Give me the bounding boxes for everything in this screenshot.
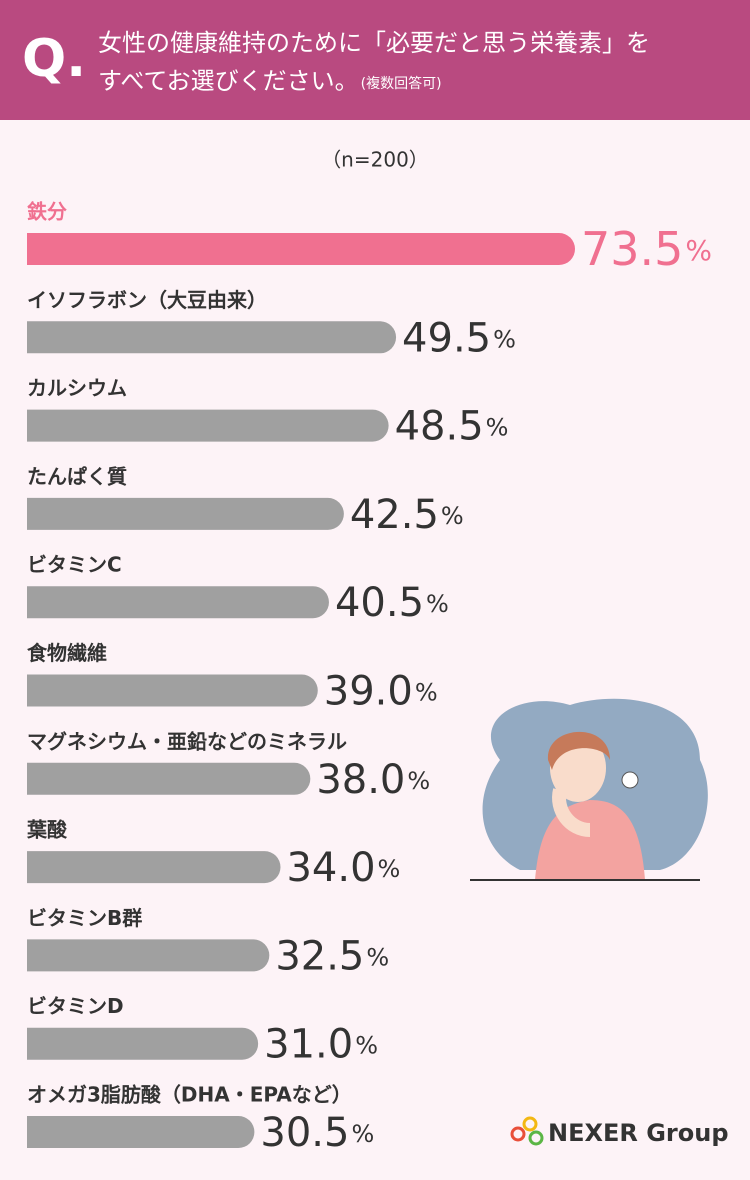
category-label: 食物繊維 bbox=[27, 641, 107, 665]
logo-circle bbox=[528, 1130, 544, 1146]
value-label: 34.0% bbox=[286, 845, 400, 891]
category-label: ビタミンD bbox=[27, 994, 124, 1018]
category-label: カルシウム bbox=[27, 376, 127, 400]
bar bbox=[27, 586, 329, 619]
value-label: 31.0% bbox=[264, 1022, 378, 1068]
logo-mark bbox=[510, 1116, 544, 1146]
value-label: 30.5% bbox=[260, 1110, 374, 1156]
header bbox=[0, 0, 750, 120]
bar bbox=[27, 1116, 255, 1148]
category-label: ビタミンC bbox=[27, 553, 122, 577]
sigh bbox=[621, 771, 639, 789]
bar bbox=[27, 497, 344, 530]
bar bbox=[27, 233, 575, 265]
value-label: 32.5% bbox=[275, 933, 389, 979]
value-label: 39.0% bbox=[324, 669, 438, 715]
logo: NEXER Group bbox=[548, 1119, 729, 1147]
bar bbox=[27, 674, 318, 707]
hair bbox=[547, 731, 610, 770]
category-label: たんぱく質 bbox=[27, 464, 127, 488]
bar bbox=[26, 851, 281, 884]
category-label: イソフラボン（大豆由来） bbox=[27, 288, 267, 312]
hand bbox=[552, 788, 591, 837]
title-line: すべてお選びください。 bbox=[98, 67, 359, 95]
value-label: 73.5% bbox=[581, 222, 712, 276]
question-mark: Q. bbox=[22, 29, 86, 89]
category-label: 鉄分 bbox=[27, 200, 67, 224]
bar bbox=[27, 762, 311, 795]
value-label: 40.5% bbox=[335, 580, 449, 626]
title-note: (複数回答可) bbox=[361, 75, 442, 92]
bar bbox=[27, 409, 389, 442]
value-label: 38.0% bbox=[316, 757, 430, 803]
title-line: 女性の健康維持のために「必要だと思う栄養素」を bbox=[98, 29, 650, 57]
logo-circle bbox=[522, 1116, 538, 1132]
category-label: マグネシウム・亜鉛などのミネラル bbox=[27, 729, 347, 753]
category-label: オメガ3脂肪酸（DHA・EPAなど） bbox=[27, 1083, 352, 1107]
bar bbox=[27, 939, 270, 972]
category-label: 葉酸 bbox=[26, 818, 68, 842]
subtitle: （n=200） bbox=[321, 148, 429, 172]
value-label: 48.5% bbox=[395, 404, 509, 450]
category-label: ビタミンB群 bbox=[27, 906, 142, 930]
value-label: 42.5% bbox=[350, 492, 464, 538]
bar bbox=[27, 321, 397, 354]
logo-circle bbox=[510, 1126, 526, 1142]
illustration bbox=[470, 698, 708, 881]
value-label: 49.5% bbox=[402, 315, 516, 361]
bar bbox=[27, 1027, 259, 1060]
